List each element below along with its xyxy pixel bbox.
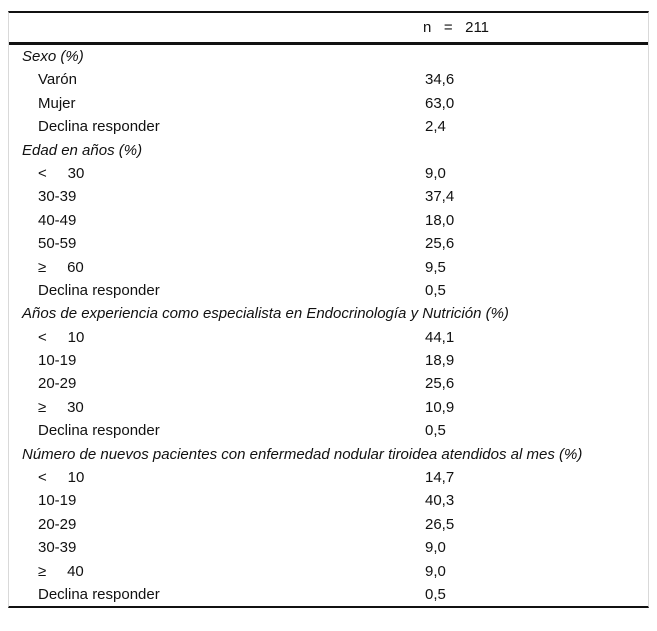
row-value: 63,0 [425,94,455,112]
row-value: 10,9 [425,398,455,416]
row-value: 0,5 [425,422,446,440]
table-row: Declina responder 0,5 [9,419,648,442]
table-row: 20-29 25,6 [9,372,648,395]
table-row: Declina responder 2,4 [9,115,648,138]
table-row: ≥ 30 10,9 [9,396,648,419]
table-body: Sexo (%) Varón 34,6 Mujer 63,0 Declina r… [9,45,648,606]
row-label: ≥ 30 [38,398,84,416]
section-header-row: Edad en años (%) [9,139,648,162]
row-label: < 10 [38,328,85,346]
row-label: 10-19 [38,492,77,510]
row-label: < 30 [38,164,85,182]
row-value: 40,3 [425,492,455,510]
section-header-row: Años de experiencia como especialista en… [9,302,648,325]
row-value: 9,0 [425,539,446,557]
table-row: < 10 44,1 [9,326,648,349]
row-value: 2,4 [425,118,446,136]
row-label: Declina responder [38,422,160,440]
table-row: Declina responder 0,5 [9,583,648,606]
row-label: 20-29 [38,515,77,533]
table-row: Varón 34,6 [9,68,648,91]
section-header-row: Número de nuevos pacientes con enfermeda… [9,443,648,466]
row-value: 0,5 [425,585,446,603]
table-row: Mujer 63,0 [9,92,648,115]
row-value: 18,9 [425,352,455,370]
row-value: 0,5 [425,281,446,299]
row-label: Declina responder [38,281,160,299]
table-row: Declina responder 0,5 [9,279,648,302]
row-value: 37,4 [425,188,455,206]
table-row: 10-19 40,3 [9,489,648,512]
row-label: Varón [38,71,77,89]
section-title: Sexo (%) [22,48,84,65]
table-row: 10-19 18,9 [9,349,648,372]
row-label: 30-39 [38,539,77,557]
survey-demographics-table: n = 211 Sexo (%) Varón 34,6 Mujer 63,0 D… [8,11,649,609]
table-row: < 10 14,7 [9,466,648,489]
row-label: 40-49 [38,211,77,229]
section-title: Edad en años (%) [22,141,143,159]
row-value: 18,0 [425,211,455,229]
table-header-row: n = 211 [9,13,648,45]
table-row: 30-39 9,0 [9,536,648,559]
table-row: 20-29 26,5 [9,513,648,536]
row-label: 30-39 [38,188,77,206]
row-label: Mujer [38,94,76,112]
table-row: < 30 9,0 [9,162,648,185]
row-value: 9,5 [425,258,446,276]
row-label: 50-59 [38,235,77,253]
table-row: 40-49 18,0 [9,209,648,232]
row-value: 14,7 [425,469,455,487]
row-value: 44,1 [425,328,455,346]
section-header-row: Sexo (%) [9,45,648,68]
table-row: 30-39 37,4 [9,185,648,208]
section-title: Años de experiencia como especialista en… [22,305,509,323]
row-label: ≥ 40 [38,562,84,580]
row-value: 25,6 [425,375,455,393]
row-label: 10-19 [38,352,77,370]
table-row: ≥ 40 9,0 [9,560,648,583]
section-title: Número de nuevos pacientes con enfermeda… [22,445,583,463]
row-label: Declina responder [38,585,160,603]
table-row: 50-59 25,6 [9,232,648,255]
row-label: ≥ 60 [38,258,84,276]
row-label: < 10 [38,469,85,487]
table-row: ≥ 60 9,5 [9,256,648,279]
row-label: 20-29 [38,375,77,393]
row-value: 25,6 [425,235,455,253]
row-value: 26,5 [425,515,455,533]
row-value: 34,6 [425,71,455,89]
row-value: 9,0 [425,164,446,182]
sample-size-header: n = 211 [423,19,490,36]
row-label: Declina responder [38,118,160,136]
row-value: 9,0 [425,562,446,580]
